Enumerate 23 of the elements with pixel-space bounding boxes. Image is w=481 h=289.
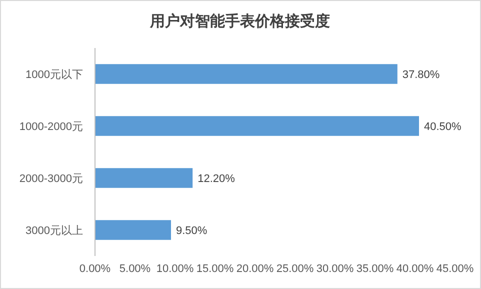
data-label: 9.50% xyxy=(176,225,208,237)
x-tick-label: 5.00% xyxy=(119,263,151,275)
x-tick-label: 40.00% xyxy=(396,263,434,275)
x-tick-label: 25.00% xyxy=(276,263,314,275)
x-tick-label: 20.00% xyxy=(236,263,274,275)
x-tick-label: 0.00% xyxy=(79,263,111,275)
data-label: 37.80% xyxy=(402,69,440,81)
y-tick-label: 3000元以上 xyxy=(26,224,83,237)
y-tick-label: 1000元以下 xyxy=(26,68,83,81)
y-tick-label: 2000-3000元 xyxy=(19,173,83,185)
x-tick-label: 35.00% xyxy=(356,263,394,275)
bar xyxy=(95,116,419,136)
x-tick-label: 45.00% xyxy=(436,263,474,275)
x-tick-label: 15.00% xyxy=(196,263,234,275)
bar xyxy=(95,64,398,84)
bar xyxy=(95,168,193,188)
x-tick-label: 10.00% xyxy=(156,263,194,275)
x-tick-label: 30.00% xyxy=(316,263,354,275)
data-label: 12.20% xyxy=(198,173,236,185)
chart-title: 用户对智能手表价格接受度 xyxy=(149,12,330,30)
y-tick-label: 1000-2000元 xyxy=(19,121,83,133)
data-label: 40.50% xyxy=(424,121,462,133)
bar xyxy=(95,220,171,240)
